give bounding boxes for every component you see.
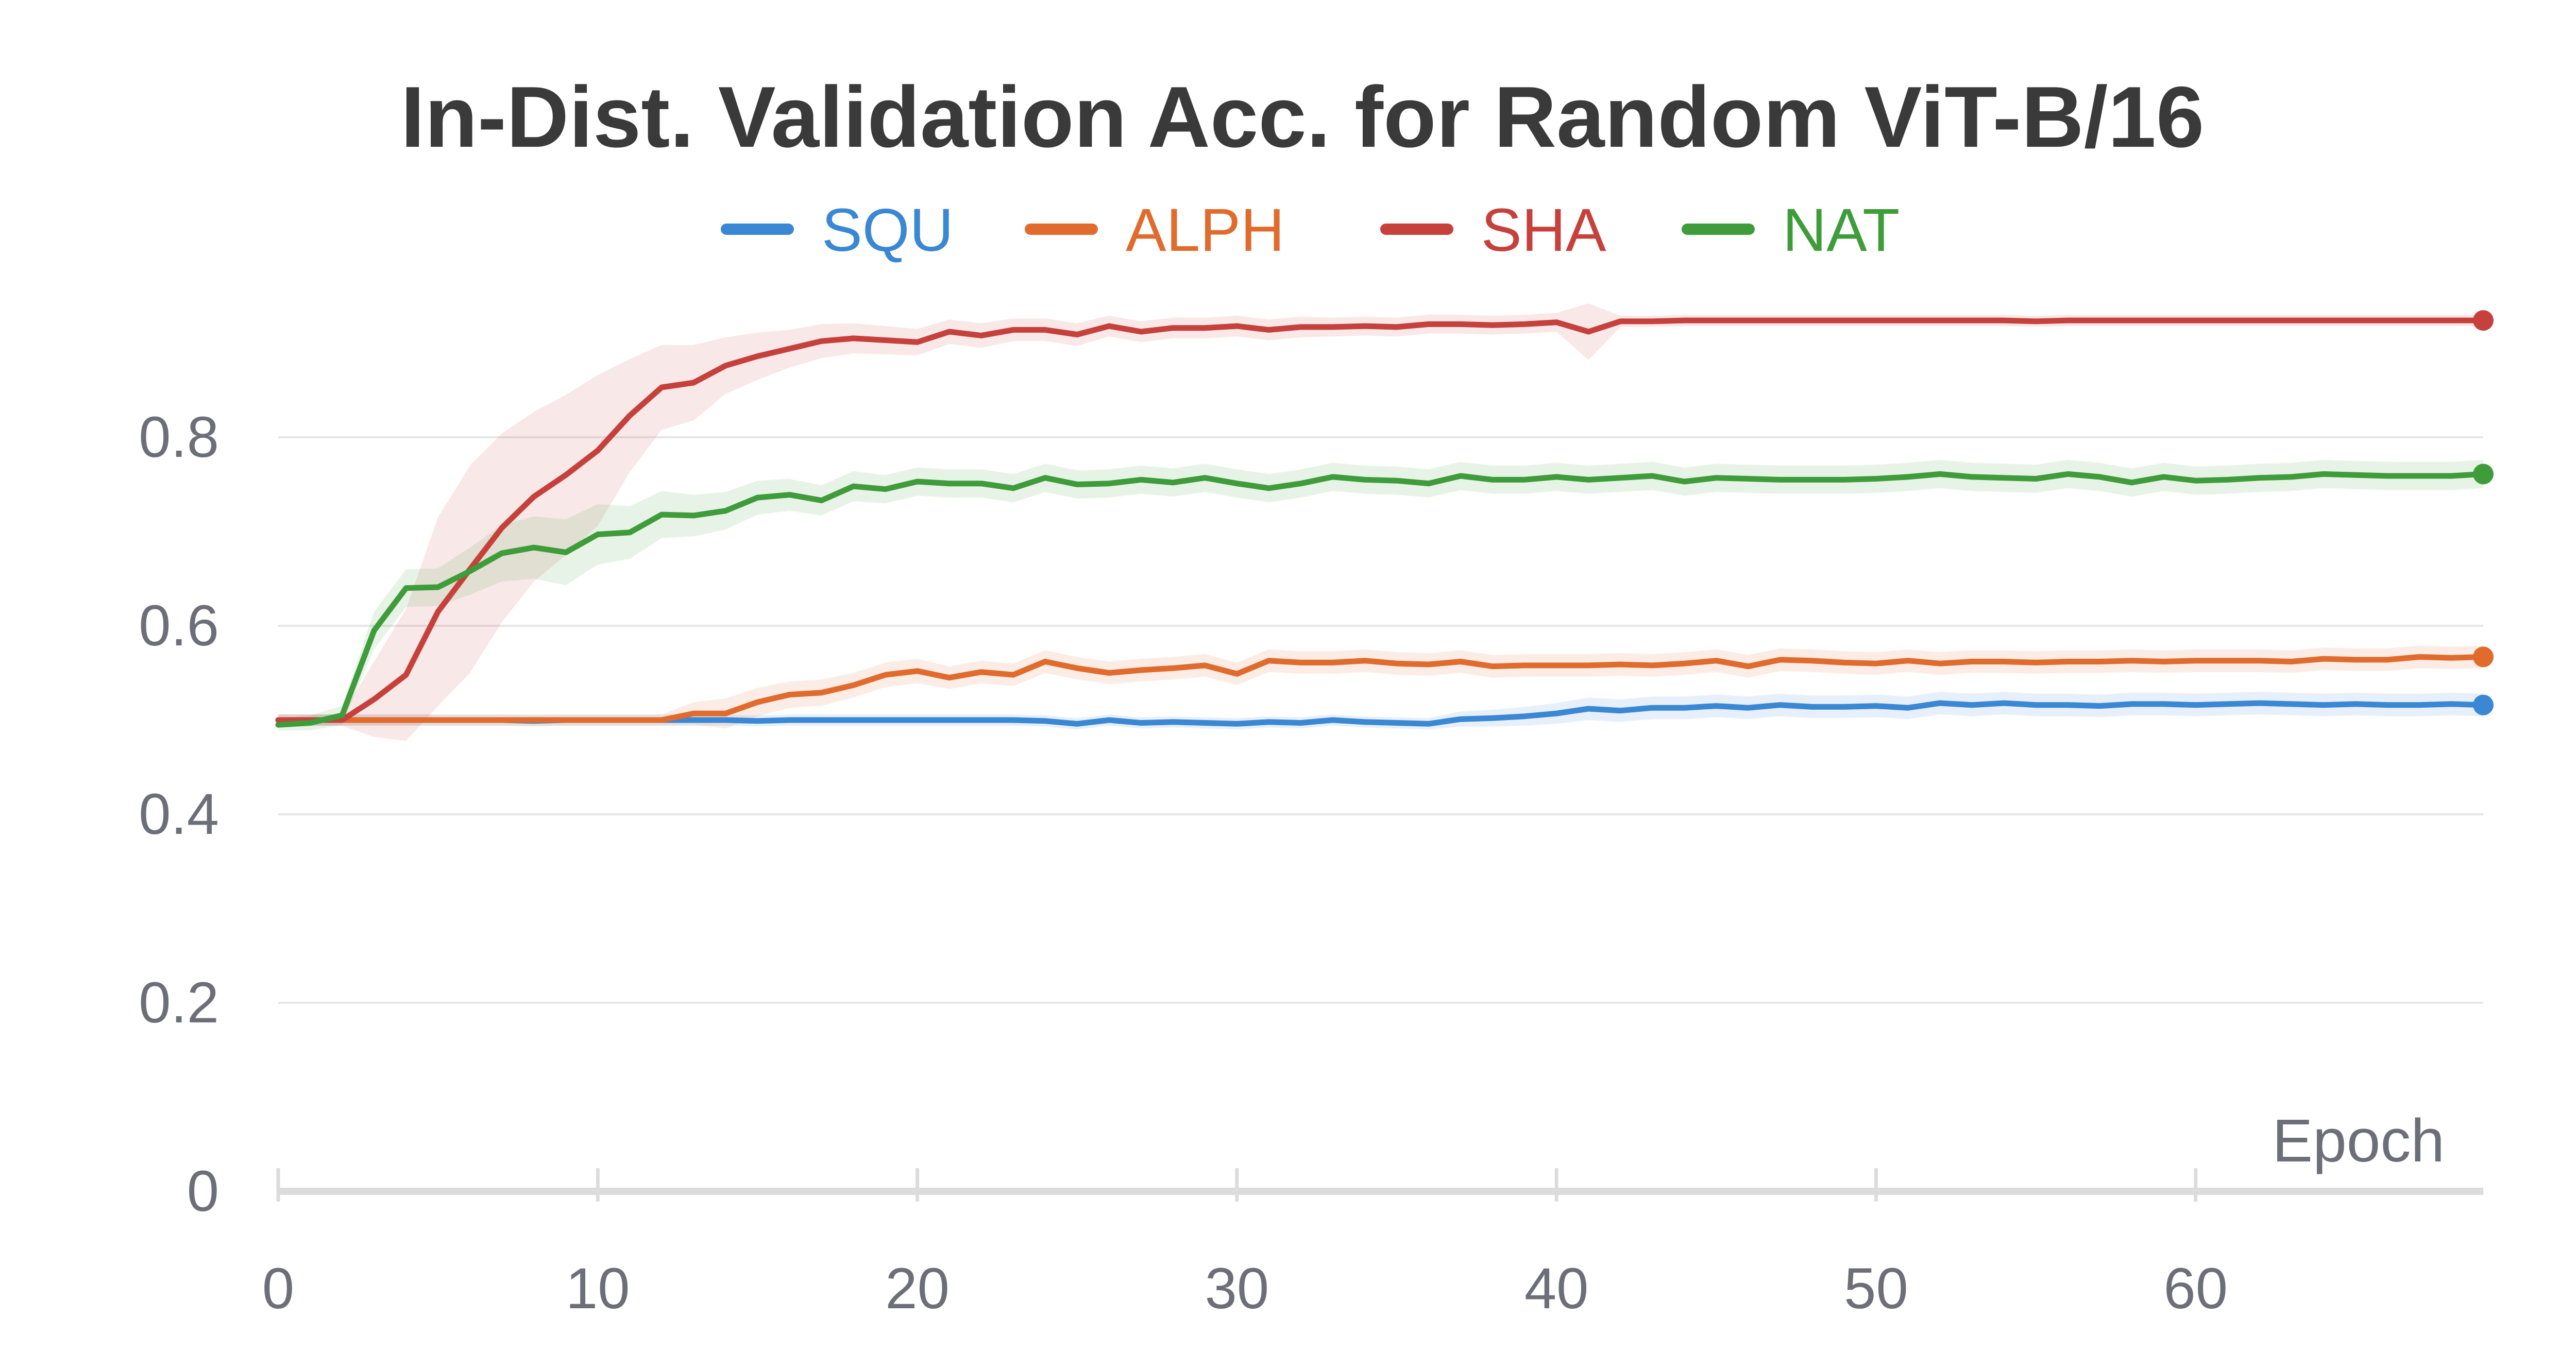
- endpoint-squ: [2473, 694, 2494, 715]
- y-tick-label: 0.4: [139, 782, 219, 846]
- x-tick-label: 40: [1524, 1256, 1589, 1321]
- legend-item-sha: SHA: [1380, 196, 1606, 264]
- x-axis-label: Epoch: [2272, 1107, 2445, 1175]
- y-tick-label: 0.6: [139, 593, 219, 658]
- legend-label: SQU: [822, 196, 954, 264]
- series-line-alph: [275, 654, 2486, 723]
- series-line-sha: [275, 317, 2486, 723]
- y-tick-label: 0: [187, 1159, 219, 1223]
- endpoint-nat: [2473, 464, 2494, 485]
- chart-title: In-Dist. Validation Acc. for Random ViT-…: [401, 69, 2205, 165]
- legend-item-nat: NAT: [1682, 196, 1900, 264]
- legend-label: SHA: [1481, 196, 1606, 264]
- x-tick-label: 10: [566, 1256, 630, 1321]
- series-lines: [275, 310, 2494, 728]
- y-tick-label: 0.2: [139, 970, 219, 1035]
- x-tick-label: 60: [2163, 1256, 2228, 1321]
- legend-label: NAT: [1783, 196, 1900, 264]
- legend-label: ALPH: [1126, 196, 1284, 264]
- band-alph: [278, 645, 2483, 729]
- legend-item-alph: ALPH: [1025, 196, 1284, 264]
- grid: [278, 436, 2483, 1004]
- band-nat: [278, 459, 2483, 731]
- confidence-bands: [278, 303, 2483, 741]
- x-tick-label: 0: [262, 1256, 294, 1321]
- endpoint-sha: [2473, 310, 2494, 331]
- x-tick-label: 30: [1205, 1256, 1269, 1321]
- axes: 0 0.2 0.4 0.6 0.8 0 10 20 30 40 50 60: [139, 405, 2483, 1321]
- y-tick-label: 0.8: [139, 405, 219, 469]
- endpoint-alph: [2473, 646, 2494, 668]
- legend-item-squ: SQU: [721, 196, 954, 264]
- legend: SQU ALPH SHA NAT: [721, 196, 1900, 264]
- x-tick-label: 20: [885, 1256, 950, 1321]
- series-line-nat: [275, 471, 2486, 728]
- x-tick-label: 50: [1844, 1256, 1908, 1321]
